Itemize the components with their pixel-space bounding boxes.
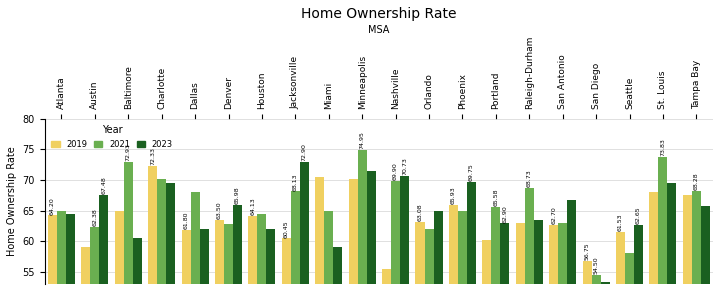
Bar bbox=[132, 238, 142, 291]
Text: 61.80: 61.80 bbox=[184, 212, 189, 229]
X-axis label: MSA: MSA bbox=[368, 25, 390, 35]
Text: 68.28: 68.28 bbox=[694, 172, 699, 190]
Bar bbox=[458, 211, 467, 291]
Text: 72.93: 72.93 bbox=[126, 143, 131, 161]
Text: 73.83: 73.83 bbox=[660, 138, 665, 156]
Bar bbox=[658, 157, 667, 291]
Bar bbox=[348, 179, 358, 291]
Text: 62.38: 62.38 bbox=[92, 208, 97, 226]
Bar bbox=[324, 211, 333, 291]
Bar bbox=[592, 275, 600, 291]
Text: 72.90: 72.90 bbox=[302, 143, 307, 161]
Bar bbox=[333, 247, 342, 291]
Bar bbox=[400, 175, 409, 291]
Text: 60.45: 60.45 bbox=[284, 220, 289, 237]
Bar bbox=[166, 183, 175, 291]
Bar bbox=[549, 225, 558, 291]
Bar bbox=[191, 192, 199, 291]
Text: 67.48: 67.48 bbox=[102, 177, 107, 194]
Bar bbox=[600, 282, 610, 291]
Bar bbox=[449, 205, 458, 291]
Text: 65.58: 65.58 bbox=[493, 189, 498, 206]
Bar bbox=[81, 247, 90, 291]
Text: 54.50: 54.50 bbox=[593, 256, 598, 274]
Bar bbox=[248, 216, 258, 291]
Bar bbox=[199, 229, 209, 291]
Title: Home Ownership Rate: Home Ownership Rate bbox=[301, 7, 456, 21]
Bar bbox=[625, 253, 634, 291]
Bar bbox=[500, 223, 509, 291]
Text: 69.75: 69.75 bbox=[469, 163, 474, 181]
Bar bbox=[300, 162, 309, 291]
Bar bbox=[567, 200, 576, 291]
Text: 62.65: 62.65 bbox=[636, 206, 641, 224]
Bar bbox=[667, 183, 677, 291]
Bar bbox=[582, 261, 592, 291]
Bar bbox=[649, 192, 658, 291]
Y-axis label: Home Ownership Rate: Home Ownership Rate bbox=[7, 147, 17, 256]
Bar bbox=[634, 225, 643, 291]
Text: 64.13: 64.13 bbox=[251, 197, 256, 215]
Bar bbox=[692, 191, 701, 291]
Bar bbox=[382, 269, 391, 291]
Text: 62.90: 62.90 bbox=[503, 205, 508, 223]
Bar bbox=[181, 230, 191, 291]
Bar bbox=[558, 223, 567, 291]
Bar bbox=[491, 207, 500, 291]
Bar bbox=[215, 220, 224, 291]
Bar bbox=[366, 171, 376, 291]
Bar bbox=[482, 240, 491, 291]
Bar bbox=[683, 195, 692, 291]
Bar bbox=[90, 227, 99, 291]
Text: 63.08: 63.08 bbox=[418, 204, 423, 221]
Bar bbox=[315, 177, 324, 291]
Bar bbox=[534, 220, 543, 291]
Text: 64.20: 64.20 bbox=[50, 197, 55, 214]
Bar bbox=[148, 166, 157, 291]
Legend: 2019, 2021, 2023: 2019, 2021, 2023 bbox=[49, 123, 176, 151]
Bar bbox=[616, 232, 625, 291]
Text: 68.13: 68.13 bbox=[293, 173, 298, 191]
Bar bbox=[433, 211, 443, 291]
Text: 65.98: 65.98 bbox=[235, 186, 240, 204]
Bar bbox=[114, 211, 124, 291]
Bar bbox=[66, 214, 75, 291]
Bar bbox=[124, 162, 132, 291]
Text: 61.53: 61.53 bbox=[618, 213, 623, 231]
Text: 62.70: 62.70 bbox=[551, 206, 556, 224]
Bar bbox=[99, 196, 109, 291]
Bar bbox=[701, 206, 710, 291]
Bar bbox=[282, 238, 291, 291]
Bar bbox=[516, 223, 525, 291]
Text: 63.50: 63.50 bbox=[217, 201, 222, 219]
Text: 69.90: 69.90 bbox=[393, 162, 398, 180]
Text: 74.95: 74.95 bbox=[360, 131, 365, 149]
Bar bbox=[425, 229, 433, 291]
Bar bbox=[224, 224, 233, 291]
Text: 65.93: 65.93 bbox=[451, 186, 456, 204]
Text: 72.33: 72.33 bbox=[150, 147, 155, 165]
Bar bbox=[415, 222, 425, 291]
Bar bbox=[358, 150, 366, 291]
Bar bbox=[258, 214, 266, 291]
Bar bbox=[48, 216, 57, 291]
Text: 70.73: 70.73 bbox=[402, 157, 407, 175]
Bar bbox=[525, 188, 534, 291]
Text: 68.73: 68.73 bbox=[527, 169, 532, 187]
Bar bbox=[266, 229, 276, 291]
Bar bbox=[233, 205, 242, 291]
Bar bbox=[291, 191, 300, 291]
Text: 56.75: 56.75 bbox=[585, 243, 590, 260]
Bar bbox=[157, 179, 166, 291]
Bar bbox=[467, 182, 476, 291]
Bar bbox=[391, 181, 400, 291]
Bar bbox=[57, 211, 66, 291]
